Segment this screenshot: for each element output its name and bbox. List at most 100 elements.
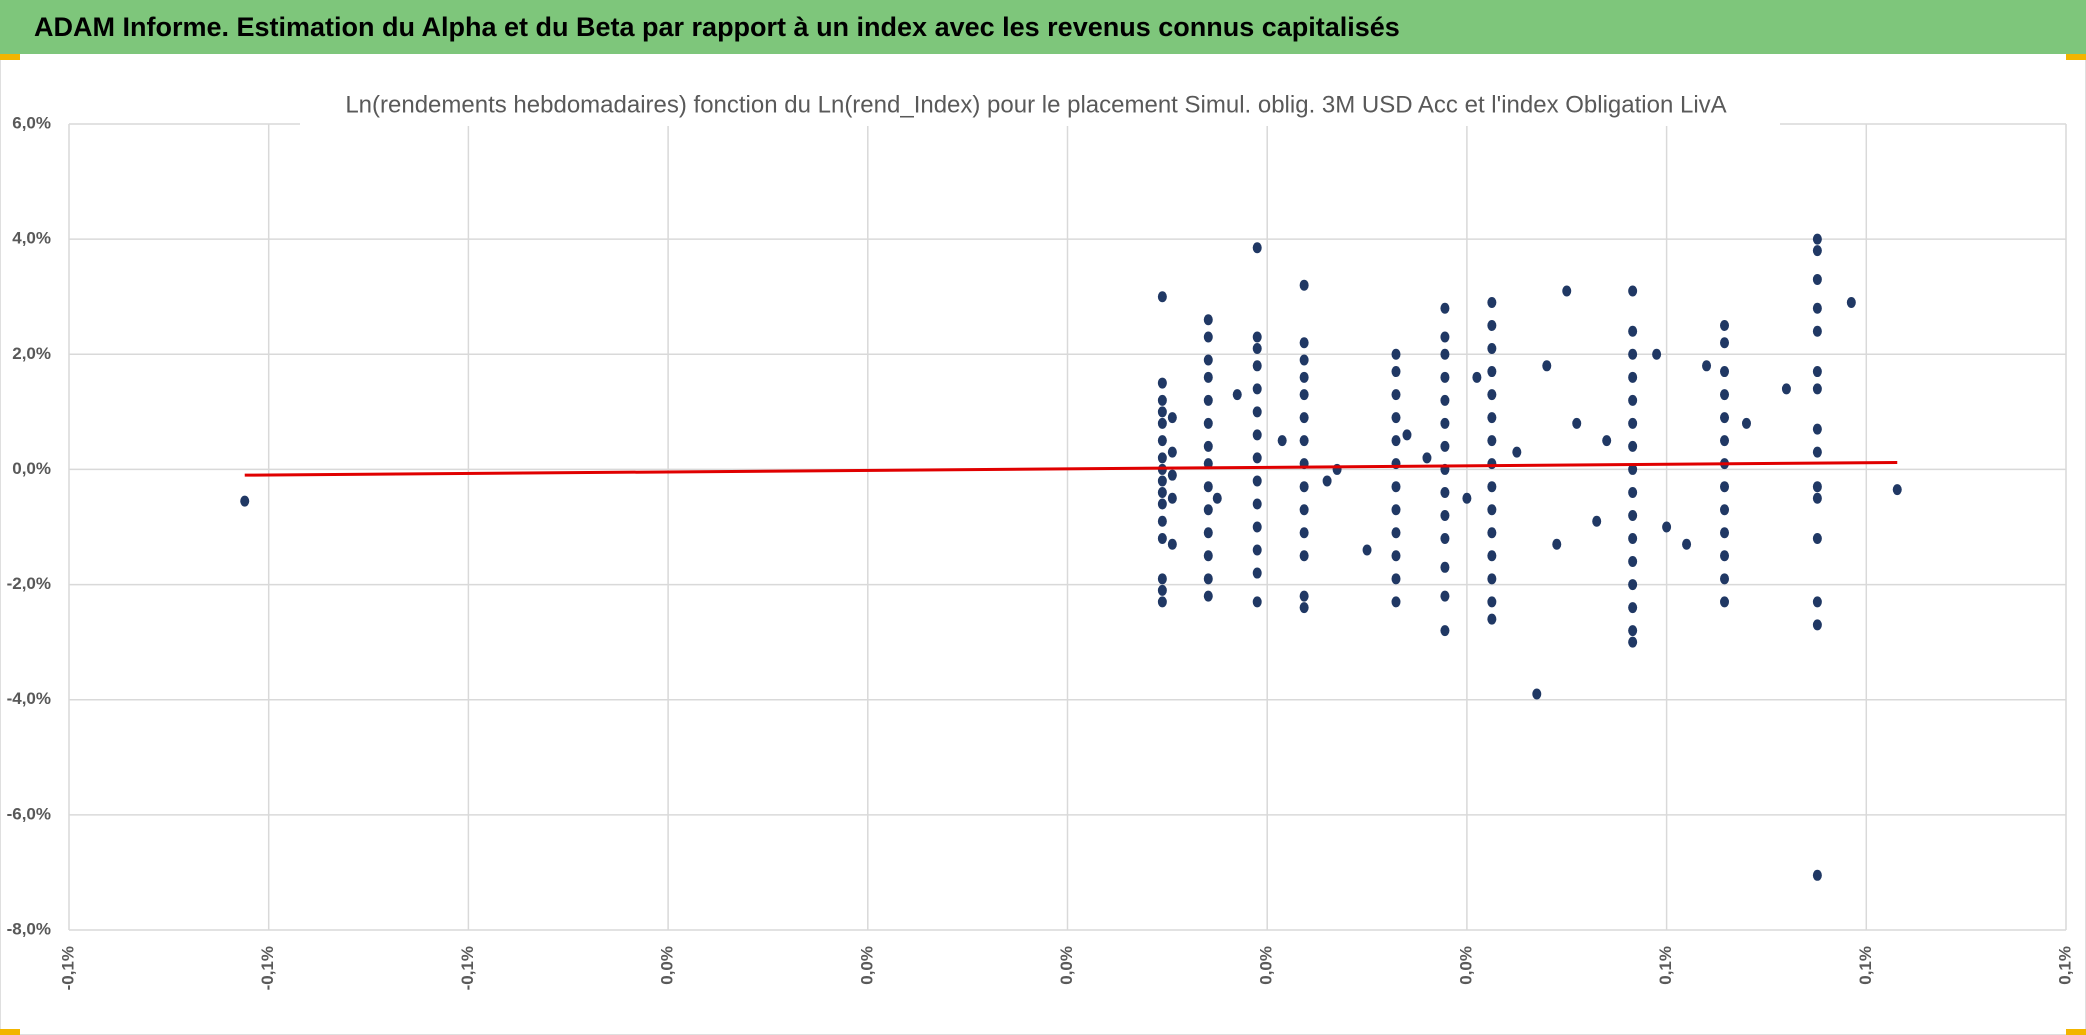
point — [1157, 475, 1167, 487]
point — [1203, 417, 1213, 429]
point — [1652, 348, 1662, 360]
point — [1682, 538, 1692, 550]
point — [1157, 417, 1167, 429]
point — [1846, 296, 1856, 308]
point — [1299, 279, 1309, 291]
point — [1157, 406, 1167, 418]
point — [1487, 389, 1497, 401]
x-tick-label: -0,1% — [58, 946, 77, 990]
point — [1702, 360, 1712, 372]
point — [1487, 550, 1497, 562]
point — [1252, 498, 1262, 510]
point — [1299, 481, 1309, 493]
point — [1628, 394, 1638, 406]
point — [1720, 481, 1730, 493]
point — [1203, 481, 1213, 493]
point — [1391, 573, 1401, 585]
point — [1532, 688, 1542, 700]
point — [1157, 596, 1167, 608]
point — [1487, 573, 1497, 585]
point — [1487, 296, 1497, 308]
point — [1203, 331, 1213, 343]
point — [1812, 245, 1822, 257]
point — [1252, 521, 1262, 533]
point — [1628, 636, 1638, 648]
point — [1628, 486, 1638, 498]
point — [1720, 366, 1730, 378]
point — [1781, 383, 1791, 395]
point — [1157, 573, 1167, 585]
point — [1203, 394, 1213, 406]
point — [1299, 527, 1309, 539]
point — [1487, 412, 1497, 424]
point — [1440, 371, 1450, 383]
point — [1487, 596, 1497, 608]
point — [1462, 492, 1472, 504]
x-tick-label: -0,1% — [258, 946, 277, 990]
point — [1440, 625, 1450, 637]
point — [1812, 481, 1822, 493]
x-tick-label: 0,0% — [1456, 946, 1475, 985]
point — [1252, 383, 1262, 395]
point — [1167, 469, 1177, 481]
point — [1628, 579, 1638, 591]
point — [1812, 619, 1822, 631]
point — [1203, 440, 1213, 452]
point — [1592, 515, 1602, 527]
point — [1720, 573, 1730, 585]
point — [1391, 348, 1401, 360]
point — [1440, 533, 1450, 545]
point — [1252, 343, 1262, 355]
point — [1203, 371, 1213, 383]
point — [1252, 331, 1262, 343]
point — [1232, 389, 1242, 401]
point — [1720, 527, 1730, 539]
point — [1299, 337, 1309, 349]
y-tick-label: 2,0% — [12, 344, 51, 363]
header-title: ADAM Informe. Estimation du Alpha et du … — [34, 12, 1400, 42]
point — [1542, 360, 1552, 372]
point — [1812, 302, 1822, 314]
y-tick-label: -2,0% — [7, 574, 51, 593]
point — [1440, 348, 1450, 360]
point — [1440, 302, 1450, 314]
point — [1812, 366, 1822, 378]
point — [1572, 417, 1582, 429]
point — [1628, 602, 1638, 614]
point — [1628, 440, 1638, 452]
point — [1391, 366, 1401, 378]
point — [1487, 366, 1497, 378]
point — [1720, 596, 1730, 608]
point — [1812, 423, 1822, 435]
point — [1299, 389, 1309, 401]
point — [1628, 285, 1638, 297]
point — [1487, 504, 1497, 516]
point — [1440, 486, 1450, 498]
x-tick-label: 0,0% — [1257, 946, 1276, 985]
x-tick-label: 0,1% — [1656, 946, 1675, 985]
point — [1299, 602, 1309, 614]
point — [1892, 484, 1902, 496]
point — [1741, 417, 1751, 429]
point — [1252, 242, 1262, 254]
y-tick-label: 6,0% — [12, 113, 51, 132]
point — [1812, 383, 1822, 395]
point — [1252, 360, 1262, 372]
point — [1440, 590, 1450, 602]
point — [1157, 435, 1167, 447]
point — [1252, 452, 1262, 464]
point — [1487, 613, 1497, 625]
point — [1203, 314, 1213, 326]
point — [1157, 515, 1167, 527]
point — [1391, 435, 1401, 447]
point — [1628, 556, 1638, 568]
point — [1487, 435, 1497, 447]
point — [1440, 561, 1450, 573]
point — [1299, 590, 1309, 602]
point — [1720, 337, 1730, 349]
point — [1157, 584, 1167, 596]
point — [1203, 504, 1213, 516]
point — [1628, 325, 1638, 337]
